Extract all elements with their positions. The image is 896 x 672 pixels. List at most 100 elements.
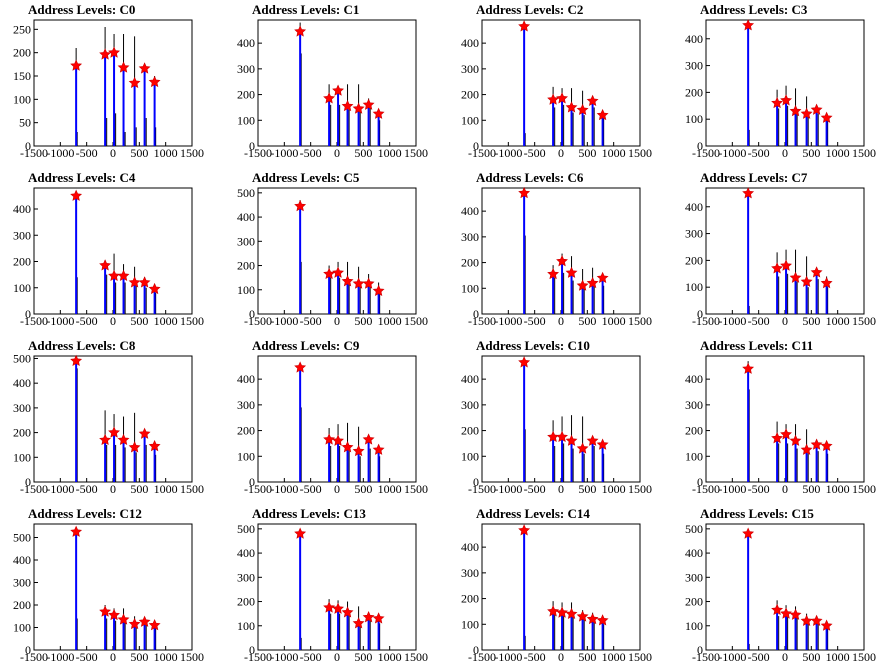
x-tick-label: 1000 bbox=[826, 650, 850, 664]
x-tick-label: -1000 bbox=[494, 650, 522, 664]
x-tick-label: -500 bbox=[748, 650, 770, 664]
x-tick-label: -1000 bbox=[494, 314, 522, 328]
y-tick-label: 0 bbox=[249, 643, 255, 657]
x-tick-label: 1000 bbox=[154, 146, 178, 160]
x-tick-label: 0 bbox=[110, 482, 116, 496]
x-tick-label: -1000 bbox=[494, 482, 522, 496]
peak-marker bbox=[771, 603, 784, 616]
histogram-panel: Address Levels: C14 0 100 200 300 400 -1500-10… bbox=[461, 506, 652, 664]
y-tick-label: 400 bbox=[237, 210, 255, 224]
y-tick-label: 100 bbox=[461, 617, 479, 631]
histogram-panel: Address Levels: C80100200300400500-1500-… bbox=[13, 338, 204, 496]
peak-marker bbox=[586, 612, 599, 625]
y-tick-label: 300 bbox=[13, 228, 31, 242]
y-tick-label: 0 bbox=[697, 307, 703, 321]
plot-frame bbox=[257, 19, 417, 147]
peak-marker bbox=[810, 103, 823, 115]
x-tick-label: 1000 bbox=[154, 650, 178, 664]
peak-marker bbox=[148, 282, 161, 295]
histogram-panel: Address Levels: C4 0 100 200 300 400 -1500-100… bbox=[13, 170, 204, 328]
peak-marker bbox=[742, 362, 755, 374]
x-tick-label: 1000 bbox=[378, 650, 402, 664]
peak-marker bbox=[117, 613, 130, 625]
y-tick-label: 200 bbox=[685, 424, 703, 438]
peak-marker bbox=[556, 92, 568, 104]
y-tick-label: 500 bbox=[237, 186, 255, 200]
x-tick-label: 1000 bbox=[602, 146, 626, 160]
y-tick-label: 0 bbox=[473, 475, 479, 489]
x-tick-label: 1000 bbox=[154, 482, 178, 496]
x-tick-label: 0 bbox=[110, 650, 116, 664]
x-tick-label: -500 bbox=[748, 314, 770, 328]
x-tick-label: 1000 bbox=[378, 482, 402, 496]
peak-marker bbox=[323, 601, 336, 613]
panel-title: Address Levels: C7 bbox=[700, 170, 808, 185]
panel-title: Address Levels: C5 bbox=[252, 170, 360, 185]
peak-marker bbox=[596, 108, 609, 121]
peak-marker bbox=[556, 430, 568, 443]
x-tick-label: 1000 bbox=[602, 482, 626, 496]
x-tick-label: -500 bbox=[524, 650, 546, 664]
y-tick-label: 300 bbox=[237, 570, 255, 584]
panel-title: Address Levels: C3 bbox=[700, 2, 808, 17]
peak-marker bbox=[352, 277, 365, 289]
y-tick-label: 250 bbox=[13, 22, 31, 36]
x-tick-label: -1500 bbox=[244, 146, 272, 160]
peak-marker bbox=[789, 608, 802, 620]
peak-marker bbox=[138, 276, 151, 288]
peak-marker bbox=[148, 439, 161, 452]
peak-marker bbox=[362, 277, 375, 289]
x-tick-label: -500 bbox=[76, 482, 98, 496]
peak-marker bbox=[70, 525, 83, 537]
peak-marker bbox=[789, 271, 802, 283]
x-tick-label: -1500 bbox=[692, 146, 720, 160]
x-tick-label: 500 bbox=[130, 314, 148, 328]
y-tick-label: 100 bbox=[237, 113, 255, 127]
x-tick-label: 0 bbox=[782, 314, 788, 328]
y-tick-label: 400 bbox=[461, 540, 479, 554]
x-tick-label: 1500 bbox=[404, 482, 428, 496]
peak-marker bbox=[810, 614, 823, 626]
panel-title: Address Levels: C15 bbox=[700, 506, 814, 521]
peak-marker bbox=[128, 276, 141, 288]
y-tick-label: 200 bbox=[685, 595, 703, 609]
peak-marker bbox=[586, 94, 599, 107]
y-tick-label: 400 bbox=[237, 36, 255, 50]
plot-frame bbox=[705, 355, 865, 483]
peak-marker bbox=[780, 94, 792, 106]
histogram-panel: Address Levels: C10 0 100 200 300 400 -1500-10… bbox=[461, 338, 652, 496]
y-tick-label: 200 bbox=[461, 256, 479, 270]
panel-title: Address Levels: C1 bbox=[252, 2, 359, 17]
y-tick-label: 300 bbox=[685, 227, 703, 241]
x-tick-label: 1500 bbox=[628, 482, 652, 496]
y-tick-label: 300 bbox=[13, 401, 31, 415]
x-tick-label: -500 bbox=[524, 314, 546, 328]
x-tick-label: -1000 bbox=[46, 314, 74, 328]
x-tick-label: -1500 bbox=[468, 314, 496, 328]
y-tick-label: 500 bbox=[237, 522, 255, 536]
y-tick-label: 400 bbox=[685, 32, 703, 46]
peak-marker bbox=[565, 434, 578, 446]
y-tick-label: 400 bbox=[237, 372, 255, 386]
peak-marker bbox=[780, 428, 792, 440]
peak-marker bbox=[323, 92, 336, 104]
peak-marker bbox=[820, 276, 833, 289]
y-tick-label: 0 bbox=[697, 643, 703, 657]
y-tick-label: 0 bbox=[249, 307, 255, 321]
plot-frame bbox=[481, 19, 641, 147]
peak-marker bbox=[99, 433, 112, 446]
peak-marker bbox=[332, 266, 344, 278]
peak-marker bbox=[332, 434, 344, 446]
x-tick-label: 1000 bbox=[154, 314, 178, 328]
peak-marker bbox=[820, 439, 833, 452]
peak-marker bbox=[576, 279, 589, 291]
plot-frame bbox=[481, 187, 641, 315]
y-tick-label: 200 bbox=[461, 592, 479, 606]
x-tick-label: -500 bbox=[300, 314, 322, 328]
y-tick-label: 200 bbox=[461, 424, 479, 438]
histogram-panel: Address Levels: C1 0 100 200 300 400 -1500-100… bbox=[237, 2, 428, 160]
y-tick-label: 300 bbox=[237, 234, 255, 248]
y-tick-label: 300 bbox=[461, 62, 479, 76]
y-tick-label: 150 bbox=[13, 69, 31, 83]
plot-frame bbox=[705, 187, 865, 315]
